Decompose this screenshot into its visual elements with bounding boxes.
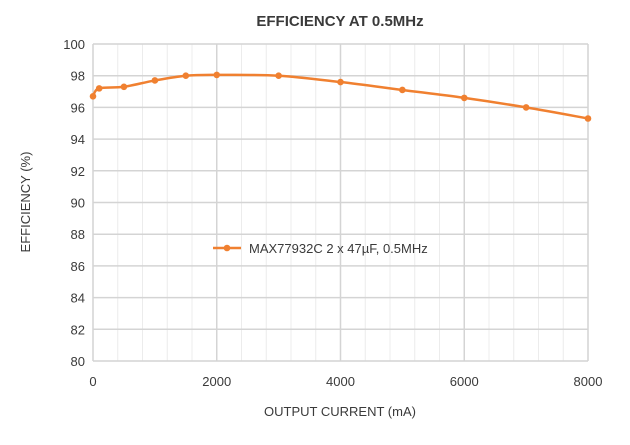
- x-tick-label: 0: [89, 374, 96, 389]
- tick-labels: 80 82 84 86 88 90 92 94 96 98 100 0 2000 4000 6000 8000: [63, 37, 602, 389]
- y-axis-label: EFFICIENCY (%): [18, 152, 33, 253]
- x-tick-label: 8000: [574, 374, 603, 389]
- y-tick-label: 98: [71, 69, 85, 84]
- data-point: [337, 78, 344, 86]
- data-point: [182, 72, 190, 79]
- grid: [92, 43, 589, 362]
- x-tick-label: 6000: [450, 374, 479, 389]
- y-tick-label: 80: [71, 354, 85, 369]
- y-tick-label: 82: [71, 322, 85, 337]
- data-point: [95, 85, 103, 92]
- data-point: [275, 72, 282, 79]
- y-tick-label: 92: [71, 164, 85, 179]
- data-point: [460, 94, 468, 102]
- data-point: [399, 86, 406, 94]
- data-point: [522, 104, 530, 111]
- y-tick-label: 94: [71, 132, 85, 147]
- data-point: [151, 77, 159, 84]
- x-tick-label: 2000: [202, 374, 231, 389]
- data-point: [120, 83, 128, 91]
- y-tick-label: 88: [71, 227, 85, 242]
- y-tick-label: 86: [71, 259, 85, 274]
- series: [89, 71, 592, 122]
- y-tick-label: 84: [71, 291, 85, 306]
- legend-point-marker: [223, 244, 231, 252]
- data-point: [89, 93, 97, 100]
- legend-label: MAX77932C 2 x 47µF, 0.5MHz: [249, 241, 428, 256]
- y-tick-label: 100: [63, 37, 85, 52]
- data-point: [213, 71, 221, 79]
- data-point: [584, 115, 592, 122]
- x-axis-label: OUTPUT CURRENT (mA): [264, 404, 416, 419]
- chart-title: EFFICIENCY AT 0.5MHz: [256, 13, 423, 30]
- y-tick-label: 90: [71, 196, 85, 211]
- x-tick-label: 4000: [326, 374, 355, 389]
- legend: MAX77932C 2 x 47µF, 0.5MHz: [213, 241, 428, 256]
- y-tick-label: 96: [71, 100, 85, 115]
